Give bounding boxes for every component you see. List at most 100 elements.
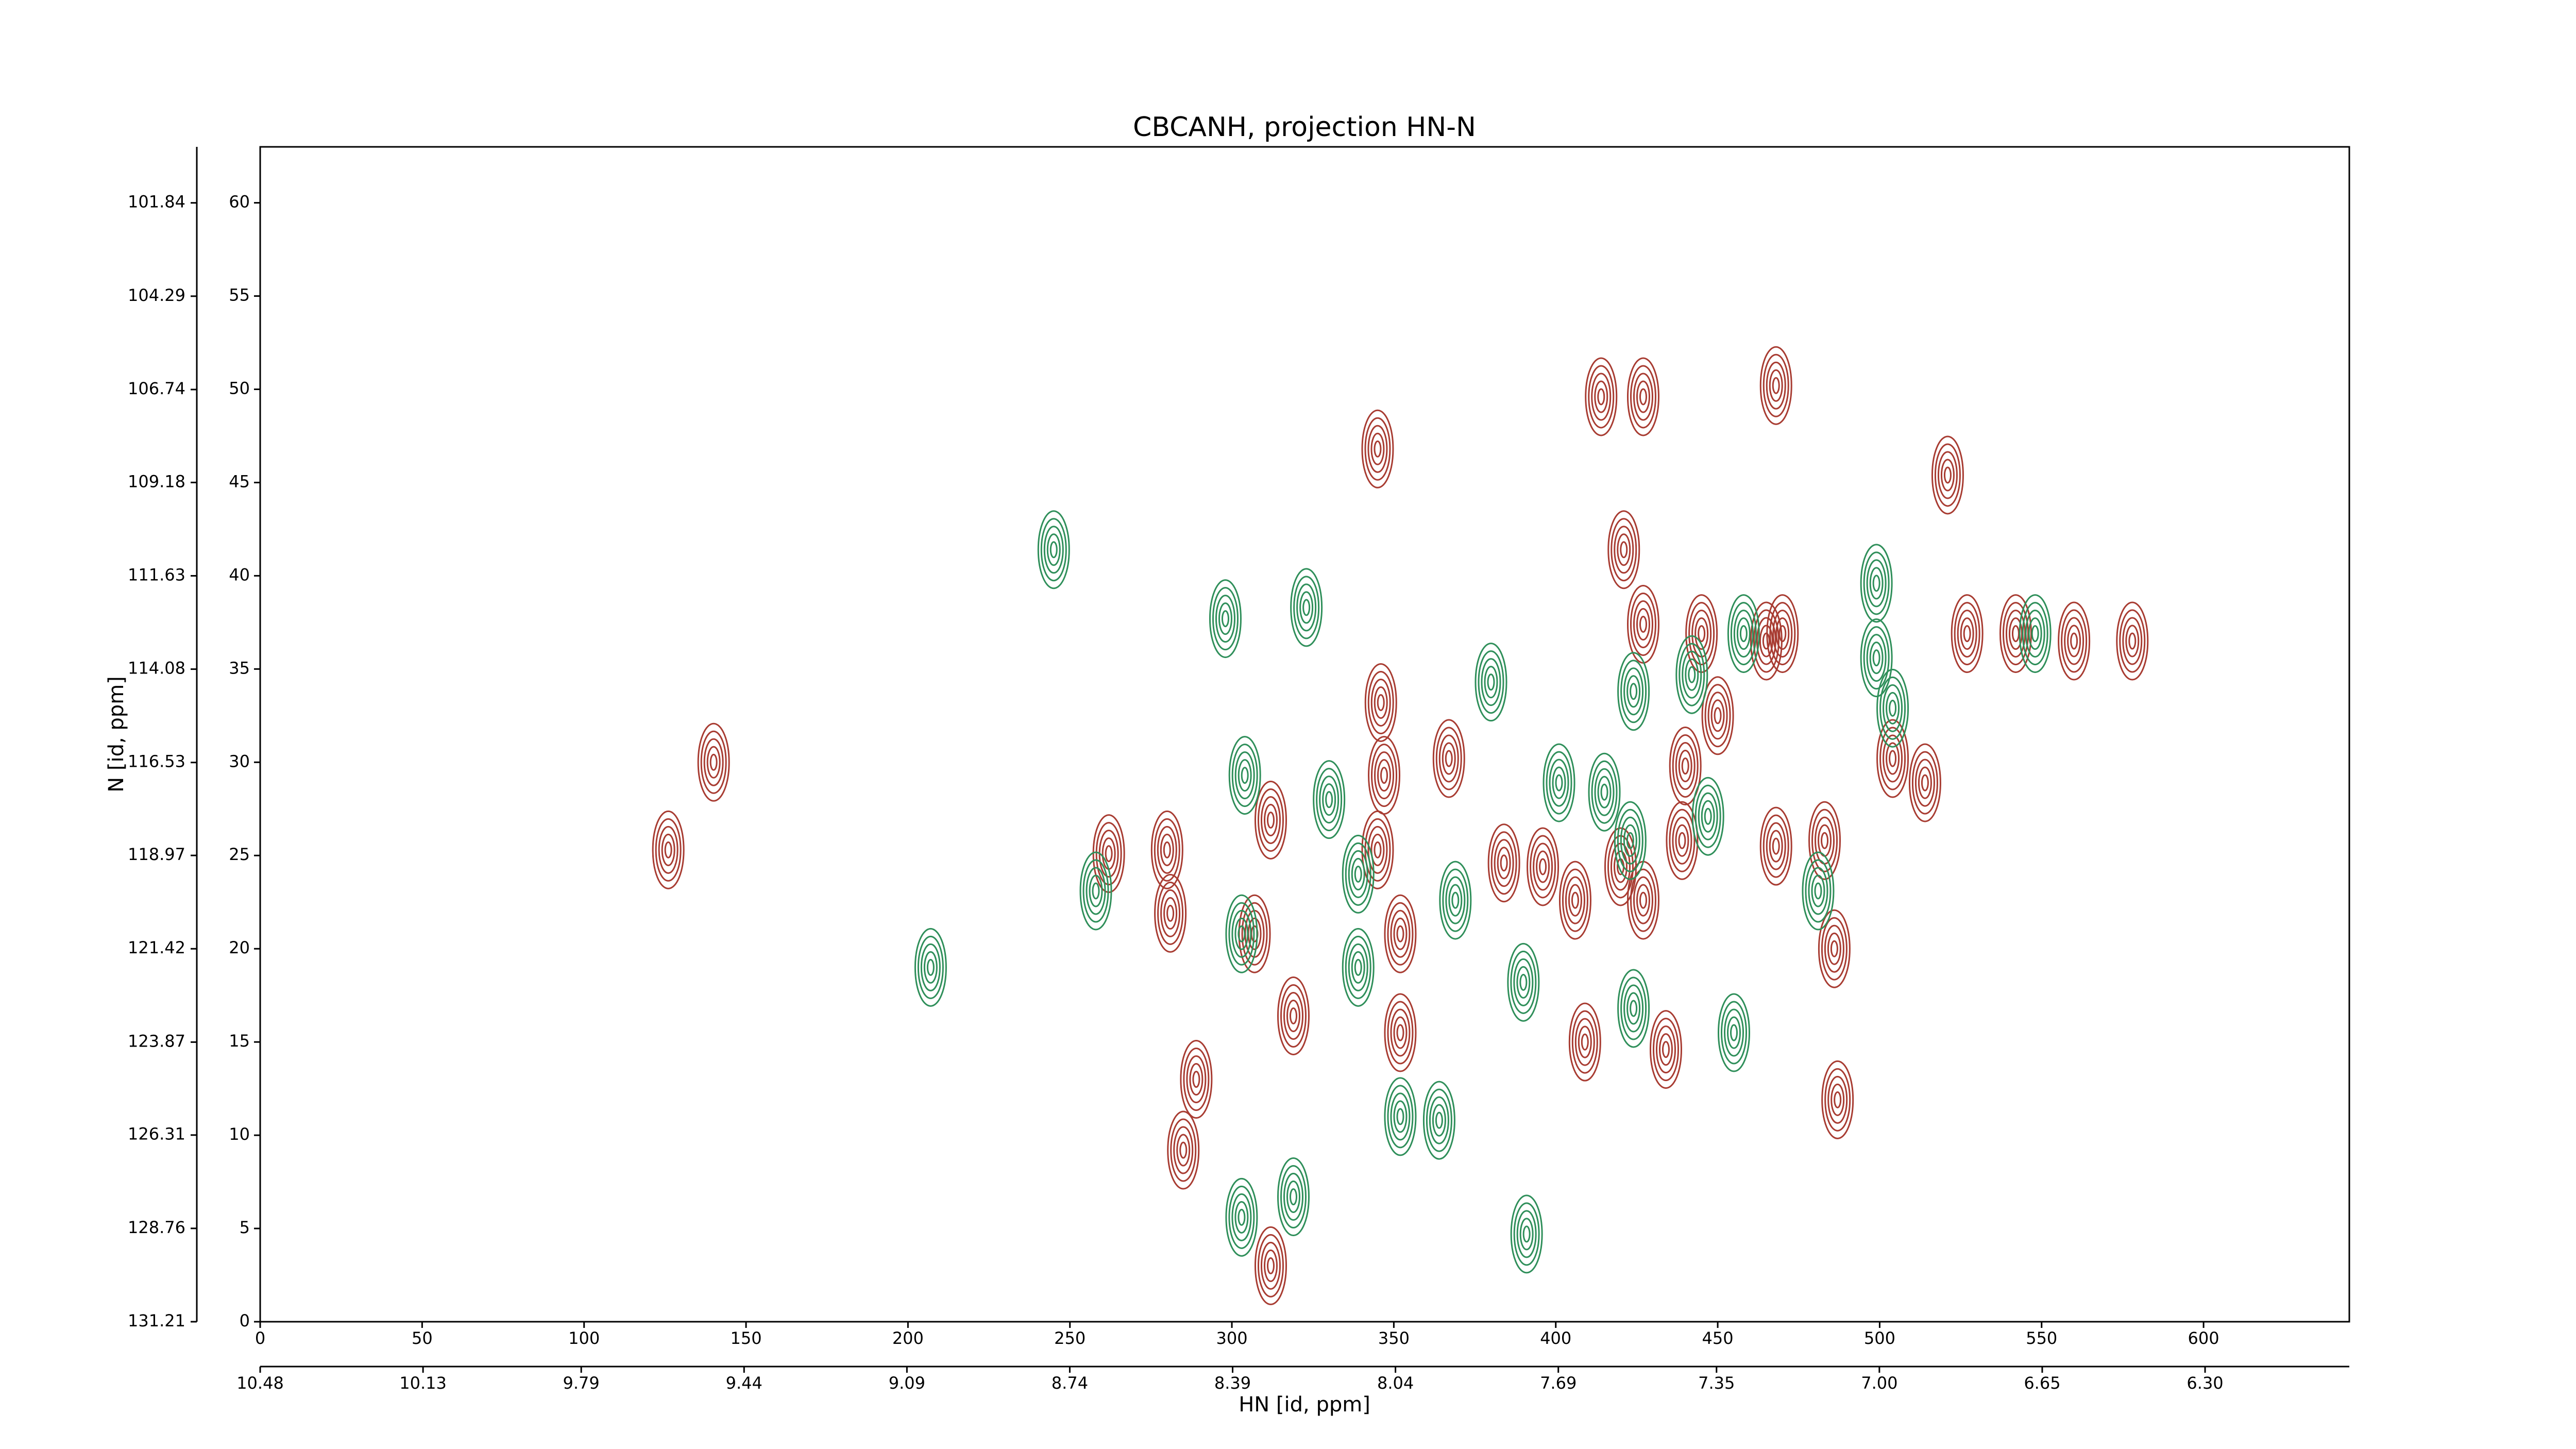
contour-ring (1730, 1024, 1738, 1041)
peak (914, 928, 947, 1007)
x2-tick-label: 7.69 (1540, 1373, 1577, 1393)
contour-ring (1626, 832, 1634, 849)
contour-ring (1617, 533, 1631, 566)
peak-contour (1585, 357, 1618, 436)
y2-tick-label: 111.63 (128, 565, 185, 584)
peak-contour (1718, 993, 1751, 1072)
contour-ring (1669, 808, 1696, 872)
contour-ring (1510, 950, 1537, 1014)
y2-tick-label: 116.53 (128, 752, 185, 771)
peak-contour (1254, 1226, 1287, 1305)
contour-ring (1519, 973, 1528, 991)
peak-contour (1675, 635, 1708, 714)
peak (1951, 594, 1984, 673)
contour-ring (1721, 1001, 1748, 1065)
contour-ring (1827, 932, 1841, 965)
contour-ring (1940, 459, 1955, 492)
contour-ring (1617, 808, 1643, 872)
contour-ring (1215, 595, 1235, 643)
contour-ring (1879, 676, 1906, 740)
contour-ring (709, 753, 718, 771)
peak-contour (1384, 1077, 1417, 1156)
contour-ring (1698, 625, 1706, 643)
peak-contour (1876, 719, 1909, 798)
x2-tick-label: 8.04 (1377, 1373, 1414, 1393)
peak-contour (1614, 801, 1647, 880)
peak (1092, 814, 1125, 894)
peak (1180, 1040, 1213, 1119)
peak-contour (1507, 942, 1540, 1022)
contour-ring (1597, 776, 1612, 808)
peak-contour (1313, 760, 1346, 839)
y-tick-label: 55 (229, 285, 250, 305)
contour-ring (1374, 686, 1388, 719)
contour-ring (1866, 559, 1887, 608)
contour-ring (1811, 808, 1838, 872)
contour-ring (706, 746, 721, 779)
contour-ring (1179, 1141, 1188, 1159)
peak (1384, 993, 1417, 1072)
contour-ring (1319, 776, 1340, 824)
contour-ring (1299, 591, 1314, 624)
contour-ring (1613, 850, 1628, 883)
contour-ring (1886, 742, 1900, 775)
y2-tick-label: 101.84 (128, 192, 185, 212)
contour-ring (1963, 625, 1971, 643)
contour-ring (1189, 1063, 1204, 1096)
peak-contour (1277, 976, 1310, 1055)
contour-ring (1639, 615, 1647, 633)
contour-ring (1620, 976, 1647, 1040)
peak-contour (1876, 668, 1909, 748)
peak-contour (2058, 601, 2091, 681)
peak (1802, 851, 1835, 931)
contour-ring (1157, 881, 1184, 945)
contour-ring (1374, 841, 1382, 858)
peak (1150, 810, 1183, 889)
y-tick-label: 60 (229, 192, 250, 212)
x2-tick-label: 8.39 (1214, 1373, 1251, 1393)
x2-tick-label: 6.65 (2024, 1373, 2060, 1393)
peak-contour (1701, 676, 1734, 755)
contour-ring (2064, 617, 2084, 665)
contour-ring (1824, 924, 1844, 973)
contour-ring (1568, 884, 1582, 917)
contour-ring (2002, 602, 2029, 666)
contour-ring (1730, 602, 1757, 666)
contour-ring (1688, 666, 1696, 683)
peak (1588, 752, 1621, 832)
contour-ring (1484, 666, 1498, 699)
peak-contour (652, 810, 685, 889)
contour-ring (1943, 466, 1952, 484)
contour-ring (1756, 617, 1776, 665)
peak (1209, 579, 1242, 659)
contour-ring (1396, 1024, 1404, 1041)
peak (1818, 909, 1851, 988)
contour-ring (1769, 602, 1796, 666)
contour-ring (1698, 792, 1718, 840)
peak-contour (1626, 584, 1659, 664)
contour-ring (1539, 858, 1547, 875)
peak (652, 810, 685, 889)
chart-title: CBCANH, projection HN-N (1133, 112, 1476, 143)
peak-contour (1079, 851, 1112, 931)
contour-ring (1886, 692, 1900, 724)
x2-tick-label: 6.30 (2187, 1373, 2223, 1393)
contour-ring (1633, 876, 1653, 924)
contour-ring (1736, 617, 1751, 650)
peak (1876, 668, 1909, 748)
peak-contour (1908, 743, 1941, 822)
peak (1342, 834, 1375, 914)
peak (1432, 719, 1465, 798)
contour-ring (1354, 958, 1362, 976)
contour-ring (1393, 1100, 1408, 1133)
contour-ring (1049, 541, 1058, 559)
contour-ring (1228, 1185, 1255, 1249)
contour-ring (1257, 1234, 1284, 1298)
peak (1626, 861, 1659, 940)
y2-tick-label: 109.18 (128, 471, 185, 491)
contour-ring (1636, 380, 1650, 413)
x-tick-label: 0 (255, 1328, 265, 1348)
y2-tick-label: 121.42 (128, 938, 185, 957)
contour-ring (1869, 642, 1884, 675)
